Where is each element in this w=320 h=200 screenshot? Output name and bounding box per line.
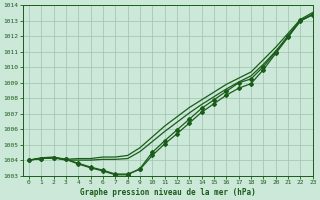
X-axis label: Graphe pression niveau de la mer (hPa): Graphe pression niveau de la mer (hPa) bbox=[80, 188, 256, 197]
